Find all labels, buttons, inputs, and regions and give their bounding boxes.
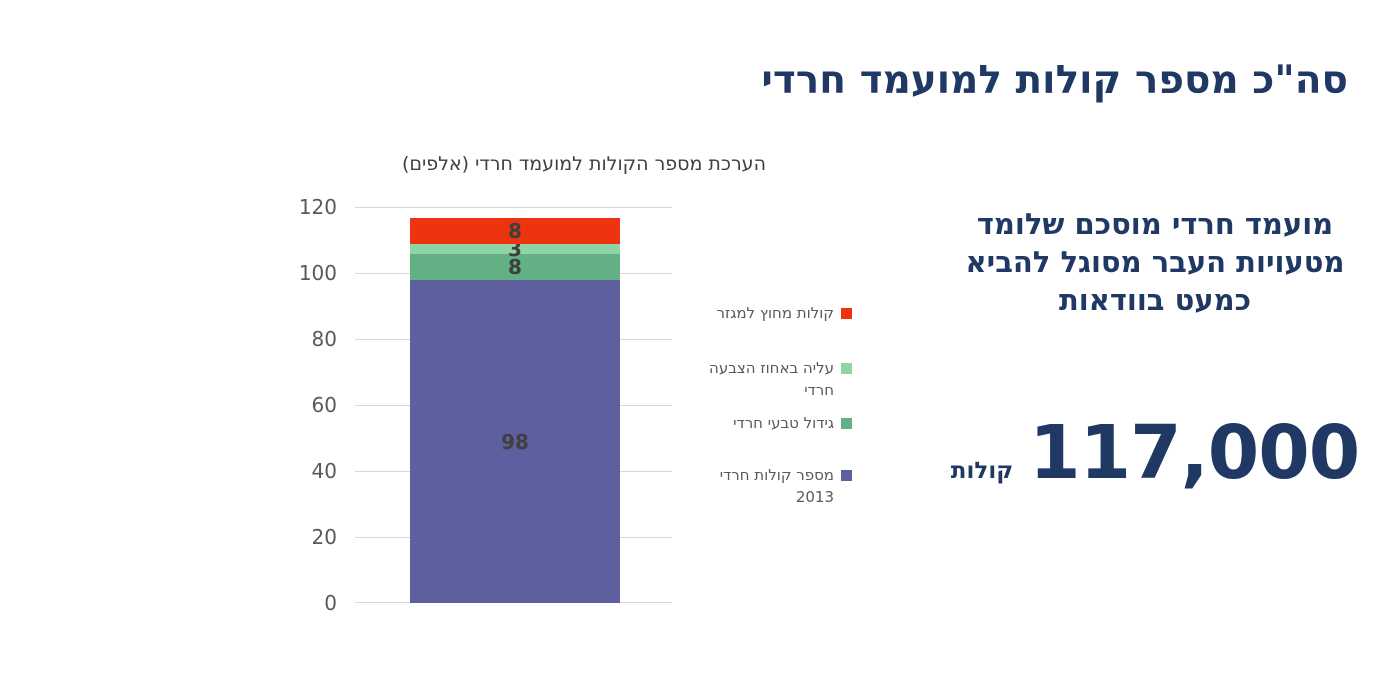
chart-title: הערכת מספר הקולות למועמד חרדי (אלפים) (402, 153, 766, 175)
legend-item-0: קולות מחוץ למגזר (717, 302, 852, 324)
page-title: סה"כ מספר קולות למועמד חרדי (761, 58, 1348, 103)
bar-segment-label-3: 8 (508, 219, 522, 243)
legend-swatch-icon (841, 470, 852, 481)
legend-item-2: גידול טבעי חרדי (733, 412, 852, 434)
legend-item-label-3: מספר קולות חרדי 2013 (720, 464, 834, 508)
big-number-unit: קולות (950, 458, 1014, 484)
gridline-y-120 (355, 207, 672, 208)
y-axis-tick-120: 120 (298, 195, 337, 219)
y-axis-tick-100: 100 (298, 261, 337, 285)
y-axis-tick-40: 40 (311, 459, 337, 483)
stacked-bar: 98 8 3 8 (410, 207, 620, 603)
annotation-line-3: כמעט בוודאות (1058, 283, 1252, 317)
bar-segment-0: 98 (410, 280, 620, 603)
legend-label-line: עליה באחוז הצבעה (709, 359, 834, 377)
bar-segment-3: 8 (410, 218, 620, 244)
big-number-block: קולות 117,000 (935, 405, 1375, 501)
legend-label-line: חרדי (804, 381, 834, 399)
bar-segment-label-0: 98 (501, 429, 529, 454)
legend-label-line: מספר קולות חרדי (719, 466, 834, 484)
legend-swatch-icon (841, 418, 852, 429)
legend-item-label-2: גידול טבעי חרדי (733, 412, 834, 434)
legend-item-3: מספר קולות חרדי 2013 (720, 464, 852, 508)
legend-label-line: קולות מחוץ למגזר (716, 304, 834, 322)
bar-segment-1: 8 (410, 254, 620, 280)
bar-segment-label-2: 3 (508, 237, 522, 261)
legend-label-line: 2013 (795, 488, 834, 506)
plot-area: 98 8 3 8 (355, 207, 672, 603)
bar-segment-2: 3 (410, 239, 620, 259)
y-axis-tick-20: 20 (311, 525, 337, 549)
big-number-value: 117,000 (1029, 410, 1360, 496)
annotation-line-2: מטעויות העבר מסוגל להביא (965, 245, 1345, 279)
legend-swatch-icon (841, 363, 852, 374)
y-axis-tick-0: 0 (324, 591, 337, 615)
y-axis: 0 20 40 60 80 100 120 (255, 195, 345, 615)
bar-segment-label-1: 8 (508, 255, 522, 279)
legend-item-label-1: עליה באחוז הצבעה חרדי (709, 357, 834, 401)
annotation-line-1: מועמד חרדי מוסכם שלומד (976, 207, 1334, 241)
legend-label-line: גידול טבעי חרדי (733, 414, 834, 432)
annotation-text: מועמד חרדי מוסכם שלומד מטעויות העבר מסוג… (935, 205, 1375, 319)
legend-item-label-0: קולות מחוץ למגזר (717, 302, 834, 324)
legend-item-1: עליה באחוז הצבעה חרדי (709, 357, 852, 401)
y-axis-tick-80: 80 (311, 327, 337, 351)
legend-swatch-icon (841, 308, 852, 319)
y-axis-tick-60: 60 (311, 393, 337, 417)
chart-legend: קולות מחוץ למגזר עליה באחוז הצבעה חרדי גידו… (640, 295, 852, 515)
